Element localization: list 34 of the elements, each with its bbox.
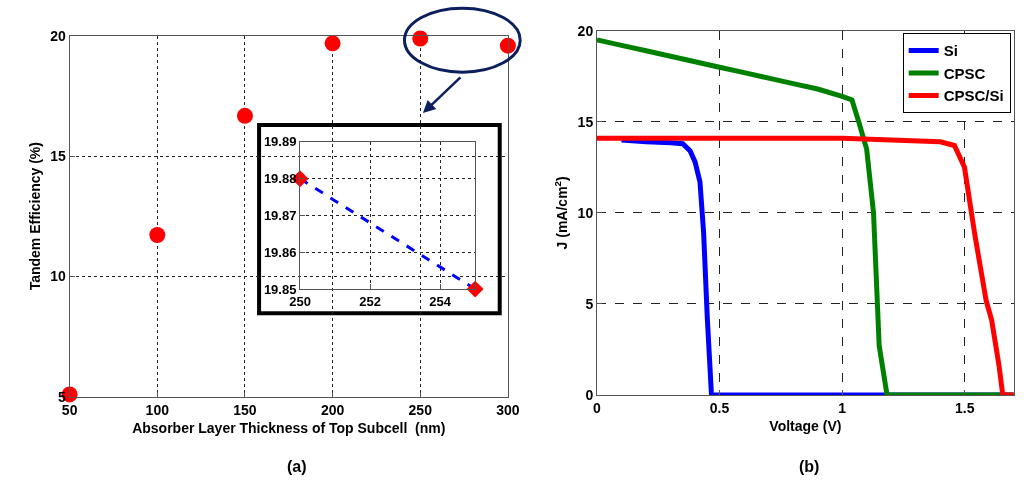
- y-axis-title: Tandem Efficiency (%): [26, 142, 43, 291]
- y-tick-label: 10: [577, 204, 594, 221]
- text: (a): [287, 458, 307, 475]
- x-axis-title: Voltage (V): [769, 418, 842, 434]
- x-tick-label: 300: [496, 401, 520, 418]
- legend-label: Si: [943, 42, 958, 60]
- point: [236, 107, 253, 124]
- x-tick-label: 1: [838, 399, 847, 416]
- x-tick-label: 254: [429, 293, 452, 309]
- text: (b): [799, 458, 820, 475]
- y-tick-label: 15: [50, 147, 67, 164]
- point: [499, 37, 516, 54]
- y-tick-label: 19.89: [263, 134, 297, 150]
- x-tick-label: 100: [145, 401, 170, 418]
- y-tick-label: 19.87: [263, 208, 297, 224]
- point: [149, 226, 166, 243]
- y-tick-label: 0: [585, 386, 594, 403]
- x-tick-label: 0.5: [709, 399, 730, 416]
- y-tick-label: 15: [577, 113, 594, 130]
- x-tick-label: 1.5: [955, 399, 975, 416]
- x-tick-label: 250: [408, 401, 433, 418]
- legend-label: CPSC/Si: [943, 87, 1004, 105]
- x-tick-label: 252: [359, 293, 381, 309]
- legend-label: CPSC: [943, 64, 986, 82]
- x-tick-label: 200: [320, 401, 345, 418]
- x-tick-label: 150: [233, 401, 257, 418]
- x-tick-label: 50: [61, 401, 78, 418]
- point: [324, 35, 341, 52]
- x-axis-title: Absorber Layer Thickness of Top Subcell (nm): [132, 419, 446, 436]
- y-tick-label: 19.86: [263, 244, 297, 260]
- y-tick-label: 20: [50, 27, 67, 44]
- y-tick-label: 10: [50, 268, 67, 285]
- y-tick-label: 5: [585, 295, 594, 312]
- y-tick-label: 20: [577, 22, 594, 39]
